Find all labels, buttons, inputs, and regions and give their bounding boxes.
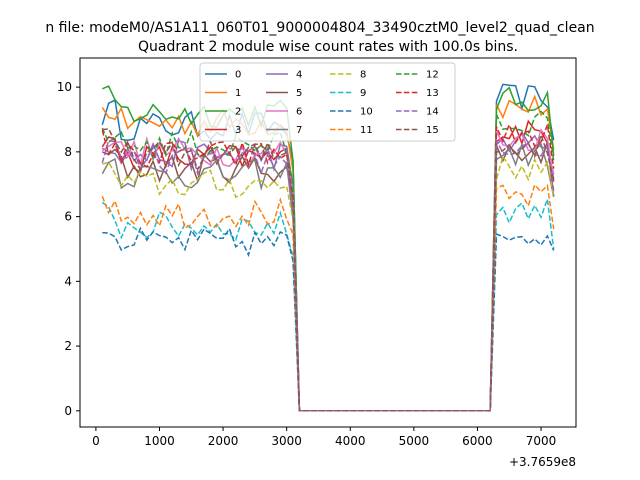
figure-suptitle: n file: modeM0/AS1A11_060T01_9000004804_… — [45, 20, 594, 36]
legend-label: 15 — [426, 125, 439, 136]
x-tick-label: 1000 — [144, 434, 175, 448]
y-tick-label: 6 — [64, 210, 72, 224]
legend-label: 4 — [296, 70, 302, 81]
legend-label: 6 — [296, 107, 302, 118]
x-axis: 0 1000 2000 3000 4000 5000 6000 7000 — [92, 427, 556, 448]
x-tick-label: 4000 — [335, 434, 366, 448]
series-line — [101, 141, 555, 412]
y-tick-label: 2 — [64, 339, 72, 353]
x-tick-label: 2000 — [208, 434, 239, 448]
legend-label: 10 — [360, 107, 373, 118]
series-line — [102, 128, 555, 412]
legend-label: 7 — [296, 125, 302, 136]
legend-label: 2 — [235, 107, 241, 118]
legend-label: 1 — [235, 88, 241, 99]
series-line — [101, 122, 555, 412]
x-tick-label: 3000 — [271, 434, 302, 448]
x-tick-label: 6000 — [462, 434, 493, 448]
legend-label: 5 — [296, 88, 302, 99]
legend-label: 13 — [426, 88, 439, 99]
series-line — [101, 110, 555, 412]
legend-label: 12 — [426, 70, 439, 81]
legend-label: 3 — [235, 125, 241, 136]
series-line — [101, 198, 555, 412]
x-tick-label: 0 — [92, 434, 100, 448]
chart-title: Quadrant 2 module wise count rates with … — [138, 39, 518, 55]
legend-box — [199, 62, 456, 142]
series-line — [102, 226, 555, 412]
y-tick-label: 0 — [64, 404, 72, 418]
y-tick-label: 10 — [57, 80, 72, 94]
legend-label: 9 — [360, 88, 366, 99]
x-tick-label: 7000 — [526, 434, 557, 448]
series-line — [102, 141, 555, 412]
legend-label: 0 — [235, 70, 241, 81]
plot-area — [79, 57, 577, 428]
series-line — [101, 183, 555, 412]
legend-label: 11 — [360, 125, 373, 136]
series-line — [102, 154, 555, 412]
y-tick-label: 4 — [64, 274, 72, 288]
series-line — [101, 130, 555, 412]
legend-label: 8 — [360, 70, 366, 81]
series-layer — [101, 83, 555, 412]
y-axis: 0 2 4 6 8 10 — [57, 80, 80, 418]
x-offset-label: +3.7659e8 — [509, 455, 576, 469]
axes-frame — [79, 57, 577, 428]
x-tick-label: 5000 — [399, 434, 430, 448]
legend-label: 14 — [426, 107, 439, 118]
series-line — [101, 128, 555, 412]
y-tick-label: 8 — [64, 145, 72, 159]
